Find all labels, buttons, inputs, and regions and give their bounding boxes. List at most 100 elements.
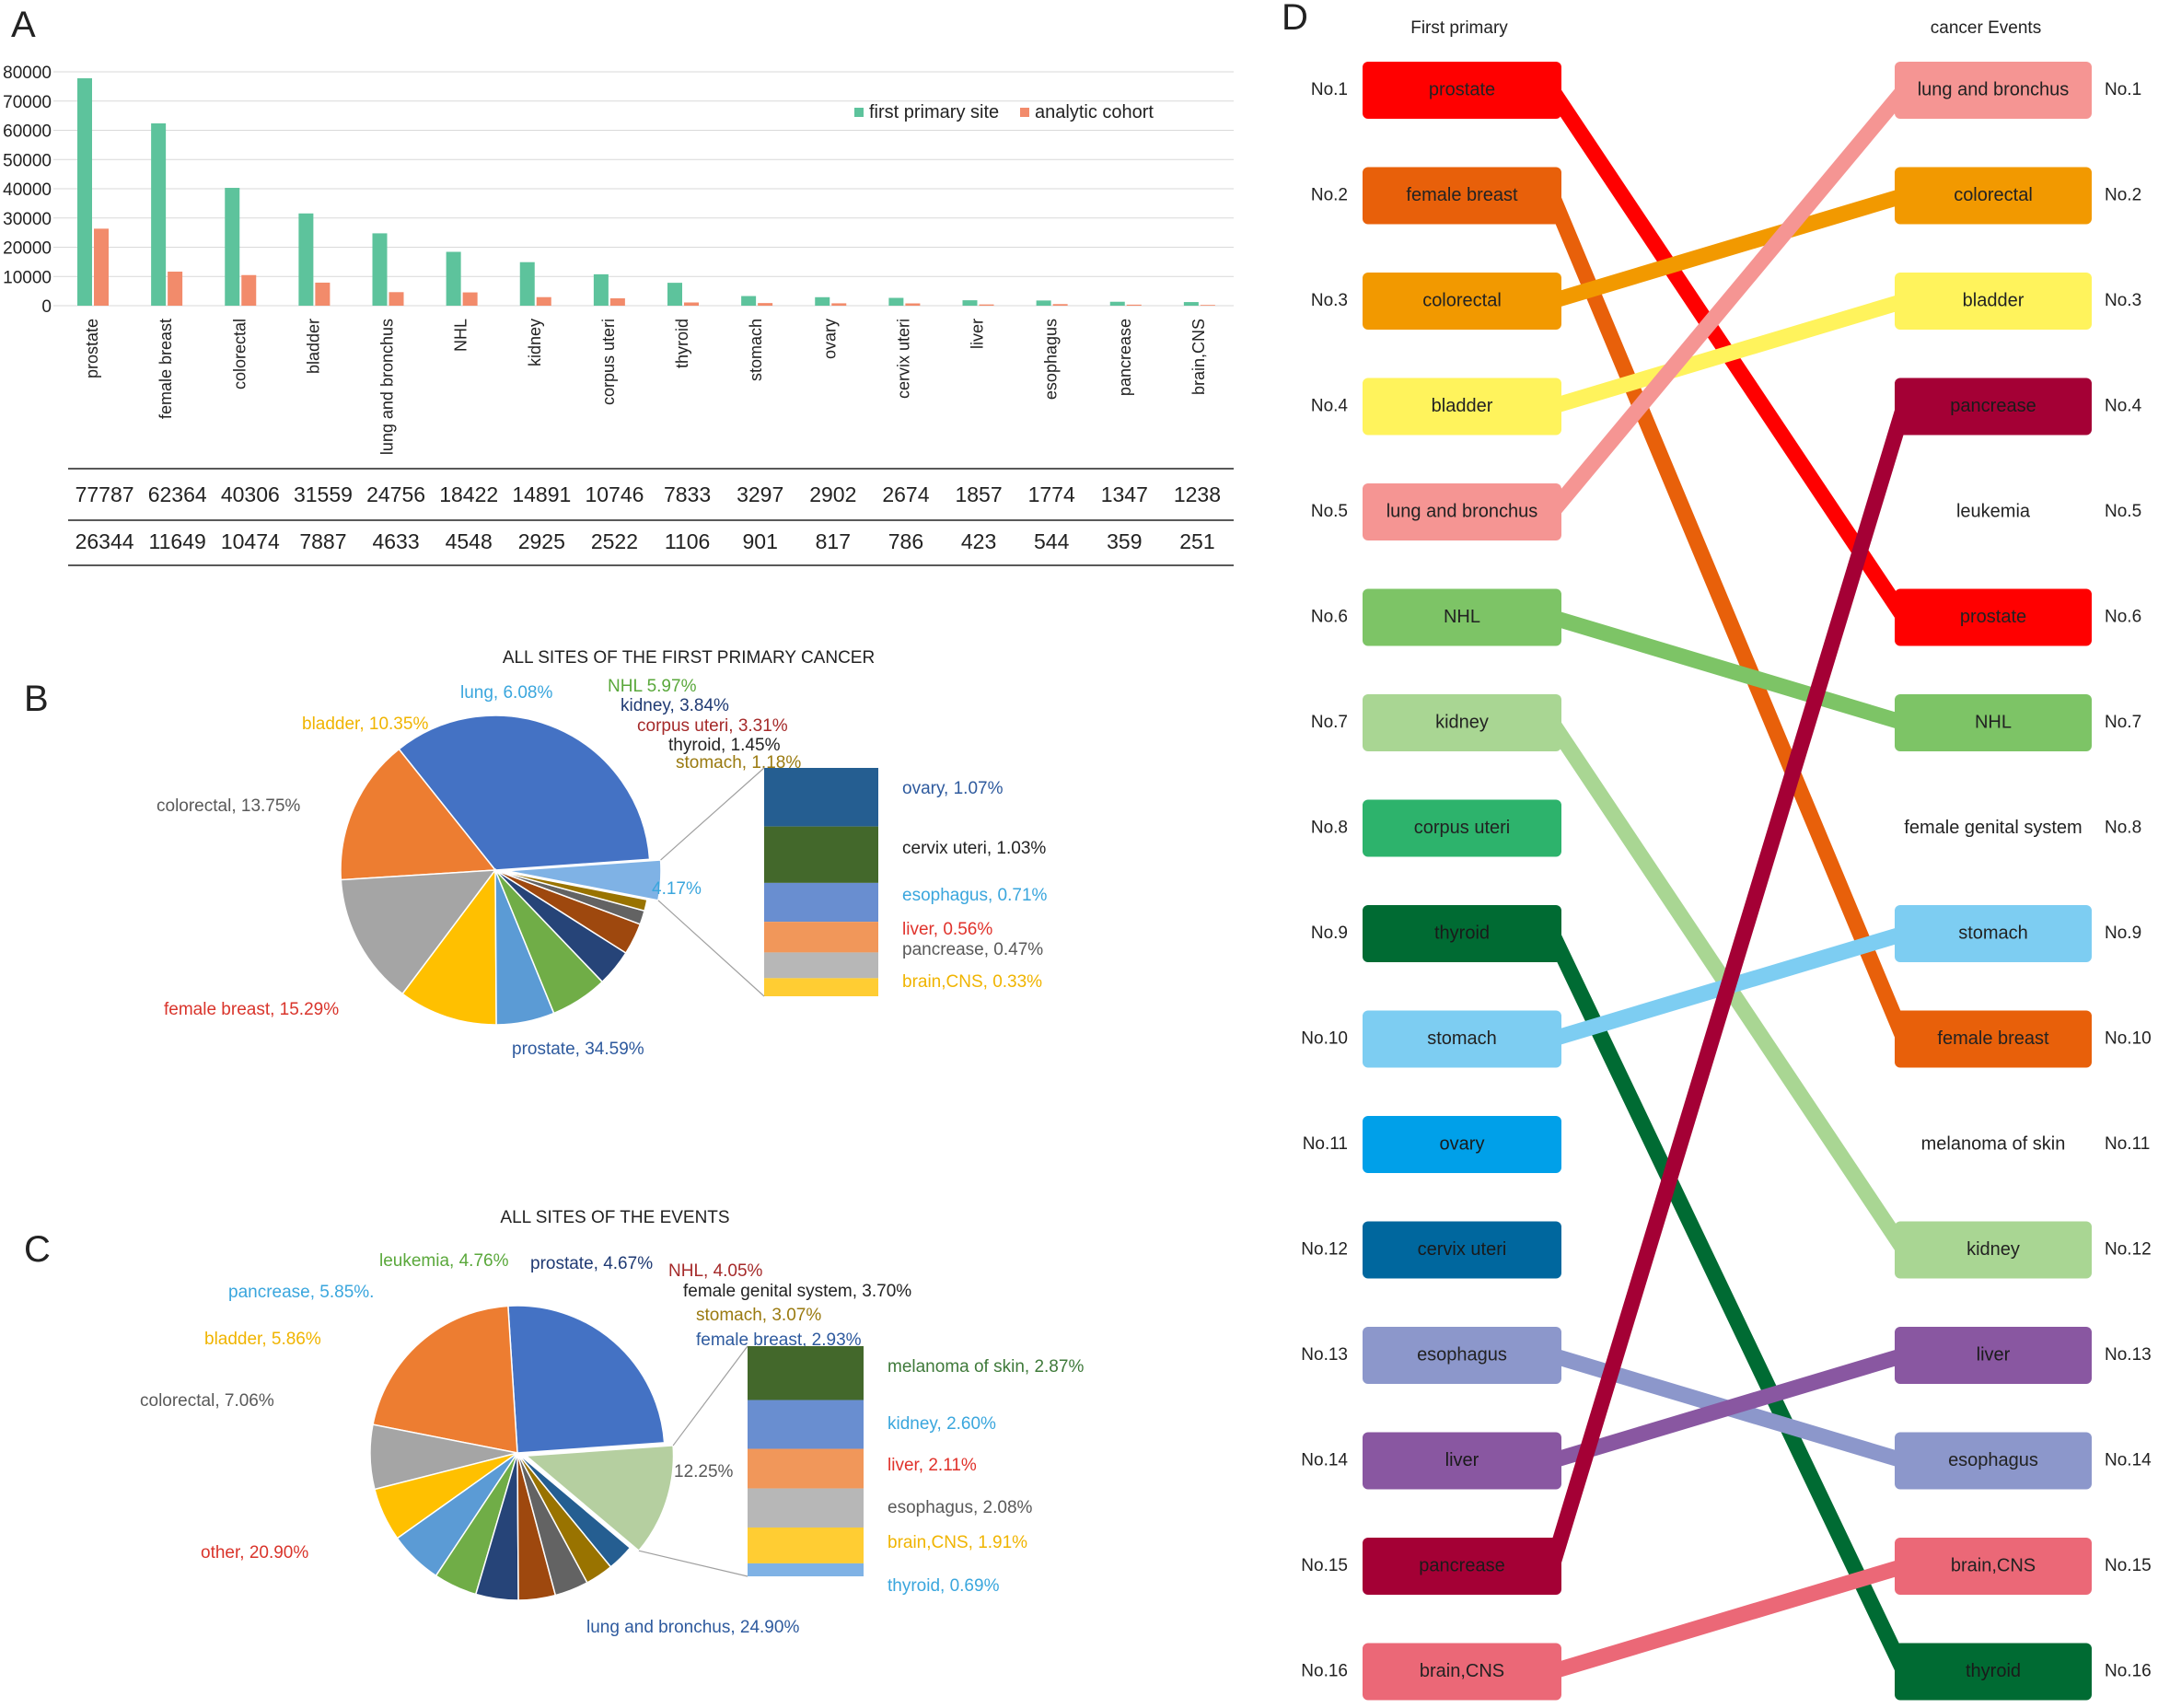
- breakdown-label: esophagus, 2.08%: [888, 1498, 1033, 1517]
- left-site-label: bladder: [1432, 396, 1493, 416]
- rank-link: [1549, 188, 1907, 309]
- breakdown-label: kidney, 2.60%: [888, 1414, 996, 1434]
- table-cell: 4548: [446, 529, 493, 553]
- bar: [888, 297, 904, 306]
- breakdown-label: brain,CNS, 1.91%: [888, 1533, 1027, 1552]
- left-site-box: [1363, 588, 1561, 646]
- x-tick-label: esophagus: [1042, 319, 1061, 400]
- bar: [389, 292, 404, 306]
- right-site-label: prostate: [1960, 607, 2026, 627]
- panel-a-label: A: [11, 5, 36, 45]
- right-site-box: [1895, 694, 2092, 751]
- table-cell: 2902: [809, 482, 856, 506]
- left-site-label: thyroid: [1434, 923, 1490, 943]
- breakdown-segment: [748, 1527, 864, 1563]
- right-site-label: female breast: [1937, 1028, 2049, 1049]
- left-rank-label: No.5: [1311, 502, 1348, 521]
- x-tick-label: liver: [969, 319, 987, 349]
- connector-line: [672, 1345, 748, 1447]
- connector-line: [660, 767, 765, 861]
- breakdown-label: brain,CNS, 0.33%: [902, 972, 1042, 992]
- table-cell: 2674: [882, 482, 929, 506]
- left-site-box: [1363, 378, 1561, 436]
- left-site-box: [1363, 1116, 1561, 1173]
- left-site-label: liver: [1445, 1450, 1479, 1470]
- rank-link: [1549, 1347, 1907, 1469]
- right-site-label: leukemia: [1956, 501, 2031, 521]
- table-cell: 2522: [591, 529, 638, 553]
- left-site-label: kidney: [1435, 712, 1489, 732]
- left-rank-label: No.1: [1311, 80, 1348, 99]
- left-site-box: [1363, 1432, 1561, 1490]
- right-rank-label: No.2: [2105, 186, 2141, 205]
- breakdown-label: thyroid, 0.69%: [888, 1576, 1000, 1596]
- table-cell: 18422: [439, 482, 498, 506]
- slice-label: 4.17%: [652, 879, 702, 899]
- right-site-box: [1895, 1643, 2092, 1701]
- bar: [151, 122, 167, 306]
- x-tick-label: lung and bronchus: [378, 319, 397, 455]
- y-tick-label: 80000: [3, 64, 52, 83]
- legend-label: analytic cohort: [1035, 102, 1154, 122]
- y-tick-label: 30000: [3, 210, 52, 229]
- table-cell: 901: [743, 529, 778, 553]
- left-site-label: stomach: [1427, 1028, 1497, 1049]
- panel-b-pie-chart: ALL SITES OF THE FIRST PRIMARY CANCER pro…: [157, 648, 1048, 1059]
- slice-label: prostate, 34.59%: [512, 1040, 644, 1059]
- slice-label: prostate, 4.67%: [530, 1254, 653, 1273]
- slice-label: leukemia, 4.76%: [379, 1251, 509, 1271]
- slice-label: NHL, 4.05%: [668, 1261, 763, 1281]
- slice-label: other, 20.90%: [201, 1543, 308, 1563]
- table-cell: 1857: [955, 482, 1002, 506]
- left-rank-label: No.14: [1301, 1451, 1348, 1470]
- table-cell: 251: [1179, 529, 1214, 553]
- breakdown-segment: [764, 826, 878, 883]
- bar: [1036, 300, 1051, 306]
- right-site-label: kidney: [1967, 1239, 2020, 1260]
- rank-link: [1545, 930, 1911, 1676]
- slice-label: colorectal, 7.06%: [140, 1391, 274, 1411]
- bar: [667, 283, 682, 306]
- bar: [519, 261, 535, 306]
- right-rank-label: No.9: [2105, 924, 2141, 943]
- left-site-label: cervix uteri: [1418, 1239, 1507, 1260]
- bar: [979, 304, 994, 306]
- panel-c-pie-chart: ALL SITES OF THE EVENTS lung and bronchus…: [140, 1208, 1084, 1637]
- left-site-label: pancrease: [1419, 1555, 1504, 1575]
- table-cell: 1347: [1101, 482, 1148, 506]
- breakdown-label: liver, 0.56%: [902, 920, 992, 939]
- right-site-box: [1895, 1010, 2092, 1068]
- slice-label: bladder, 10.35%: [302, 715, 428, 734]
- pie-slice: [340, 869, 497, 995]
- x-tick-label: female breast: [157, 319, 175, 419]
- left-rank-label: No.3: [1311, 291, 1348, 310]
- pie-slice: [340, 748, 497, 881]
- slice-label: thyroid, 1.45%: [668, 736, 781, 755]
- table-cell: 10474: [221, 529, 280, 553]
- right-rank-label: No.1: [2105, 80, 2141, 99]
- right-rank-label: No.14: [2105, 1451, 2152, 1470]
- left-rank-label: No.16: [1301, 1662, 1348, 1681]
- right-rank-label: No.15: [2105, 1556, 2152, 1575]
- slice-label: female breast, 2.93%: [696, 1330, 862, 1350]
- table-cell: 14891: [512, 482, 571, 506]
- rank-link: [1549, 610, 1907, 731]
- right-site-label: NHL: [1975, 712, 2012, 732]
- panel-d-label: D: [1282, 0, 1308, 38]
- right-rank-label: No.4: [2105, 397, 2142, 416]
- left-site-box: [1363, 1643, 1561, 1701]
- right-column-title: cancer Events: [1931, 18, 2041, 38]
- bar: [1183, 302, 1199, 306]
- left-site-box: [1363, 483, 1561, 540]
- pie-slice: [398, 715, 651, 871]
- breakdown-segment: [748, 1563, 864, 1576]
- left-rank-label: No.12: [1301, 1240, 1348, 1260]
- bar: [1200, 305, 1215, 306]
- table-cell: 7833: [664, 482, 711, 506]
- table-cell: 2925: [518, 529, 565, 553]
- right-site-box: [1895, 273, 2092, 330]
- x-tick-label: prostate: [83, 319, 101, 378]
- table-cell: 423: [961, 529, 996, 553]
- left-rank-label: No.13: [1301, 1345, 1348, 1365]
